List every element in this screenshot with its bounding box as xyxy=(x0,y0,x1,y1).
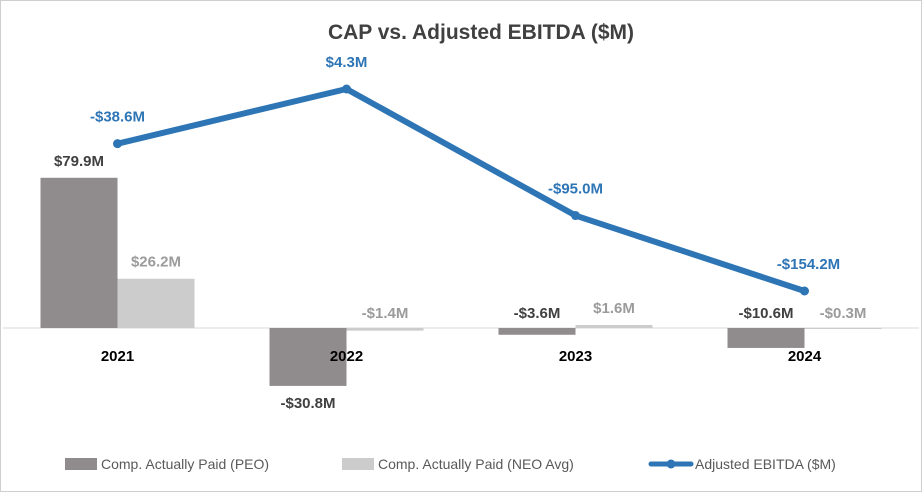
data-label-peo-2023: -$3.6M xyxy=(514,305,561,322)
legend-marker-ebitda xyxy=(666,459,676,469)
bar-neo-2024 xyxy=(804,328,882,329)
ebitda-point-2022 xyxy=(342,84,351,94)
category-label-2024: 2024 xyxy=(788,348,822,365)
legend-label-neo: Comp. Actually Paid (NEO Avg) xyxy=(378,456,574,472)
bar-neo-2022 xyxy=(346,328,424,331)
data-label-neo-2024: -$0.3M xyxy=(820,305,867,322)
bar-peo-2021 xyxy=(40,177,118,328)
category-label-2022: 2022 xyxy=(330,348,363,365)
bar-peo-2022 xyxy=(269,328,347,386)
bar-neo-2021 xyxy=(117,278,195,328)
category-label-2021: 2021 xyxy=(101,348,134,365)
data-label-neo-2022: -$1.4M xyxy=(362,305,409,322)
bar-peo-2024 xyxy=(727,328,805,348)
data-label-ebitda-2023: -$95.0M xyxy=(548,181,603,198)
ebitda-point-2023 xyxy=(571,211,580,221)
category-label-2023: 2023 xyxy=(559,348,592,365)
ebitda-point-2021 xyxy=(113,139,122,149)
legend-swatch-peo xyxy=(65,458,97,470)
data-label-neo-2021: $26.2M xyxy=(131,254,181,271)
data-label-ebitda-2024: -$154.2M xyxy=(777,256,840,273)
chart-title: CAP vs. Adjusted EBITDA ($M) xyxy=(328,21,634,44)
legend-label-peo: Comp. Actually Paid (PEO) xyxy=(101,456,269,472)
bar-peo-2023 xyxy=(498,328,576,335)
bar-neo-2023 xyxy=(575,324,653,328)
legend-label-ebitda: Adjusted EBITDA ($M) xyxy=(695,456,836,472)
data-label-peo-2022: -$30.8M xyxy=(280,395,335,412)
data-label-peo-2024: -$10.6M xyxy=(738,305,793,322)
legend: Comp. Actually Paid (PEO) Comp. Actually … xyxy=(65,456,836,472)
plot-area: 2021 $79.9M $26.2M 2022 -$30.8M -$1.4M 2023 -$3… xyxy=(3,54,919,412)
data-label-neo-2023: $1.6M xyxy=(593,300,635,317)
data-label-ebitda-2021: -$38.6M xyxy=(90,109,145,126)
data-label-peo-2021: $79.9M xyxy=(54,153,104,170)
ebitda-point-2024 xyxy=(800,286,809,296)
legend-swatch-neo xyxy=(342,458,374,470)
ebitda-line xyxy=(114,86,808,294)
data-label-ebitda-2022: $4.3M xyxy=(326,54,368,71)
